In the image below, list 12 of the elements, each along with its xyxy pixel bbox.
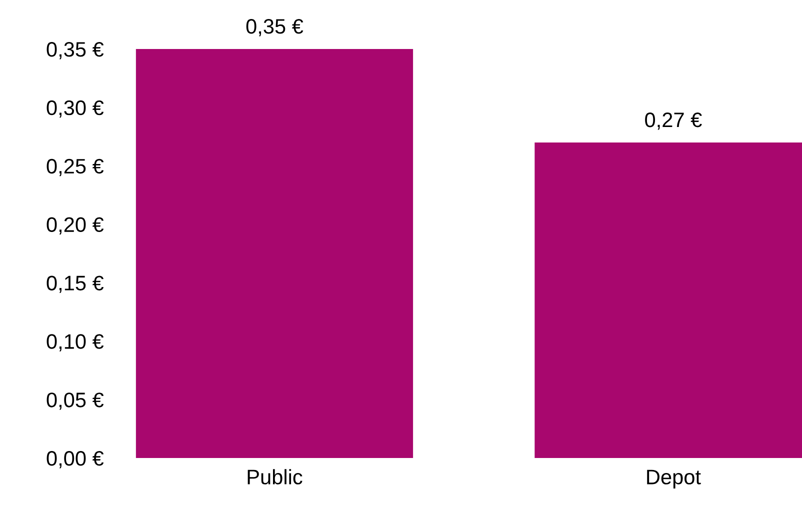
y-tick-label: 0,35 € xyxy=(46,42,104,60)
y-tick-label: 0,05 € xyxy=(46,392,104,410)
y-tick-label: 0,00 € xyxy=(46,451,104,468)
x-tick-label: Public xyxy=(248,469,302,484)
data-label: 0,27 € xyxy=(645,112,702,130)
data-label: 0,35 € xyxy=(246,19,304,36)
y-tick-label: 0,20 € xyxy=(46,217,104,234)
y-tick-label: 0,25 € xyxy=(46,158,104,176)
y-tick-label: 0,15 € xyxy=(46,276,104,293)
y-tick-label: 0,10 € xyxy=(46,334,104,352)
y-tick-label: 0,30 € xyxy=(46,100,104,118)
x-tick-label: Depot xyxy=(647,470,701,489)
